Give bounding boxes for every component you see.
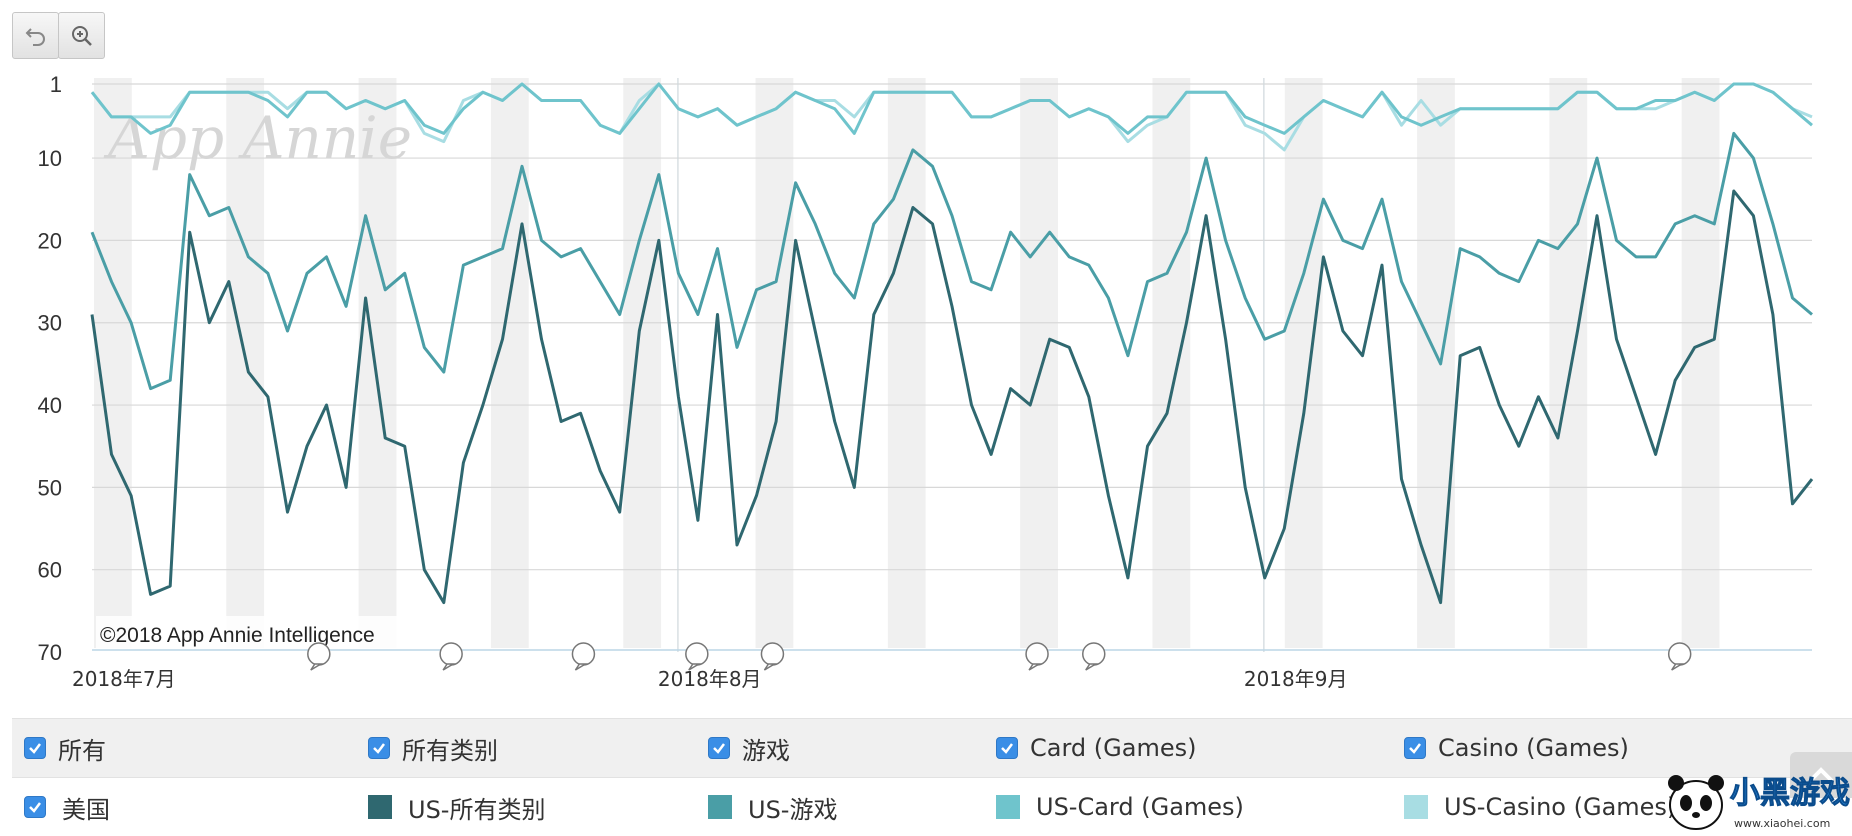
check-icon: [373, 743, 385, 754]
legend-label: Card (Games): [1030, 734, 1197, 762]
weekend-band: [623, 78, 662, 648]
checkbox[interactable]: [24, 737, 46, 759]
site-logo-url: www.xiaohei.com: [1734, 817, 1830, 830]
legend-swatch: [708, 795, 732, 819]
annotation-bubble-icon[interactable]: [571, 642, 596, 671]
weekend-band: [1152, 78, 1191, 648]
x-tick-label: 2018年8月: [658, 667, 762, 691]
undo-icon: [25, 27, 45, 46]
y-axis-ticks: 1 10 20 30 40 50 60 70: [38, 72, 62, 665]
legend-label: US-Casino (Games): [1444, 793, 1677, 821]
weekend-band: [1020, 78, 1058, 648]
legend-us-all-categories[interactable]: US-所有类别: [368, 790, 545, 825]
series-line: [90, 131, 1813, 391]
weekend-band: [1681, 78, 1720, 648]
legend-us[interactable]: 美国: [24, 790, 110, 825]
annotation-bubble-icon[interactable]: [439, 642, 463, 671]
annotation-bubble-icon[interactable]: [1025, 642, 1049, 671]
check-icon: [1409, 743, 1421, 754]
legend-games[interactable]: 游戏: [708, 731, 790, 766]
y-tick-label: 40: [38, 393, 62, 418]
annotation-bubble-icon[interactable]: [307, 642, 331, 671]
copyright-text: ©2018 App Annie Intelligence: [100, 624, 375, 647]
legend-all[interactable]: 所有: [24, 731, 106, 766]
month-divider-lines: [677, 78, 1265, 652]
chevron-up-icon: [1808, 767, 1834, 783]
watermark: App Annie: [103, 104, 412, 172]
checkbox[interactable]: [708, 737, 730, 759]
series-line: [90, 82, 1813, 135]
legend-us-card-games[interactable]: US-Card (Games): [996, 793, 1244, 821]
series-line: [90, 189, 1814, 605]
scroll-top-button[interactable]: [1790, 752, 1852, 798]
legend-series-row: 美国 US-所有类别 US-游戏 US-Card (Games) US-Casi…: [12, 778, 1852, 836]
series-lines: [90, 82, 1814, 605]
weekend-band: [1284, 78, 1323, 648]
legend-label: US-所有类别: [408, 795, 546, 824]
y-tick-label: 1: [50, 72, 62, 97]
checkbox[interactable]: [1404, 737, 1426, 759]
zoom-in-icon: [71, 25, 92, 46]
y-tick-label: 70: [38, 640, 62, 665]
site-watermark-logo: 小黑游戏 www.xiaohei.com: [1668, 775, 1850, 830]
checkbox[interactable]: [24, 796, 46, 818]
reset-zoom-button[interactable]: [12, 12, 59, 59]
annotation-bubble-icon[interactable]: [1667, 642, 1692, 671]
y-tick-label: 50: [38, 475, 62, 500]
y-tick-label: 30: [38, 311, 62, 336]
legend-label: 美国: [62, 795, 110, 824]
site-logo-text: 小黑游戏: [1730, 776, 1850, 811]
legend-casino-games[interactable]: Casino (Games): [1404, 734, 1629, 762]
checkbox[interactable]: [368, 737, 390, 759]
zoom-in-button[interactable]: [58, 12, 105, 59]
legend-all-categories[interactable]: 所有类别: [368, 731, 498, 766]
legend-swatch: [996, 795, 1020, 819]
y-tick-label: 60: [38, 558, 62, 583]
legend-label: US-游戏: [748, 795, 838, 824]
weekend-band: [358, 78, 397, 648]
rank-line-chart: App Annie 1 10 20 30 40 50 60 70 ©2018 App Anni…: [38, 72, 1814, 691]
weekend-band: [887, 78, 926, 648]
x-tick-label: 2018年9月: [1244, 667, 1348, 691]
gridlines: [92, 83, 1812, 571]
legend-label: Casino (Games): [1438, 734, 1629, 762]
annotation-bubble-icon[interactable]: [685, 642, 709, 671]
legend-swatch: [1404, 795, 1428, 819]
x-axis-labels: 2018年7月 2018年8月 2018年9月: [72, 667, 1347, 691]
annotation-markers: [307, 642, 1692, 671]
legend-card-games[interactable]: Card (Games): [996, 734, 1196, 762]
weekend-band: [1417, 78, 1455, 648]
x-tick-label: 2018年7月: [72, 667, 176, 691]
check-icon: [713, 743, 725, 754]
legend-label: 所有: [58, 736, 106, 765]
annotation-bubble-icon[interactable]: [1082, 642, 1106, 671]
y-tick-label: 20: [38, 228, 62, 253]
weekend-bands: [94, 78, 1720, 648]
check-icon: [29, 802, 41, 813]
legend-category-row: 所有 所有类别 游戏 Card (Games) Casino (Games): [12, 718, 1852, 778]
checkbox[interactable]: [996, 737, 1018, 759]
check-icon: [29, 743, 41, 754]
legend-label: 所有类别: [402, 736, 498, 765]
legend-swatch: [368, 795, 392, 819]
annotation-bubble-icon[interactable]: [760, 642, 785, 671]
weekend-band: [755, 78, 794, 648]
weekend-band: [94, 78, 132, 648]
y-tick-label: 10: [38, 146, 62, 171]
legend-us-games[interactable]: US-游戏: [708, 790, 837, 825]
check-icon: [1001, 743, 1013, 754]
legend-label: US-Card (Games): [1036, 793, 1244, 821]
weekend-band: [1549, 78, 1588, 648]
legend-label: 游戏: [742, 736, 790, 765]
legend-us-casino-games[interactable]: US-Casino (Games): [1404, 793, 1676, 821]
